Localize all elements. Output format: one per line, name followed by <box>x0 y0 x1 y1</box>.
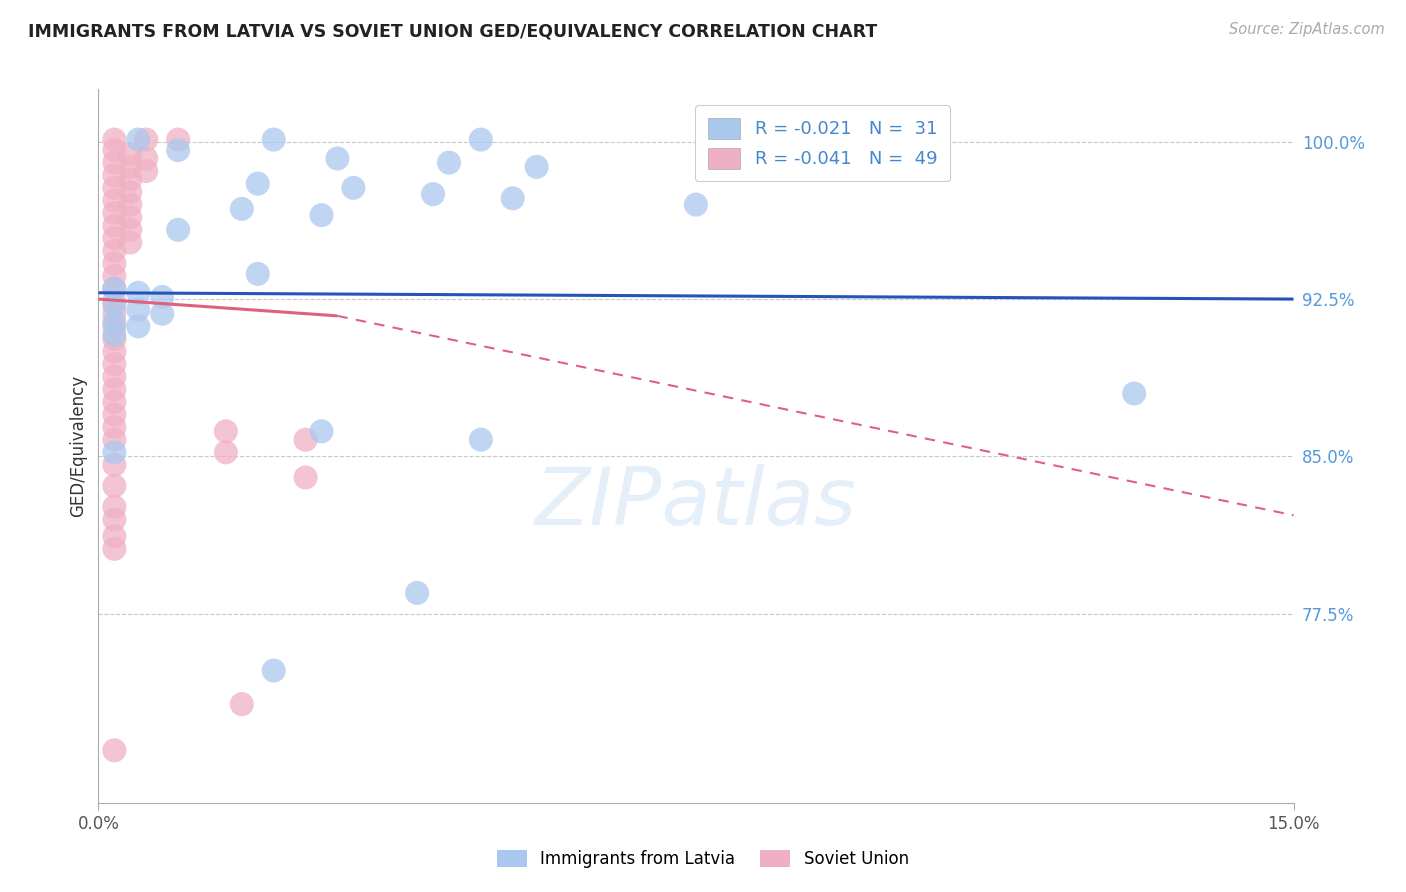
Point <box>103 369 125 384</box>
Point <box>103 433 125 447</box>
Point <box>103 327 125 342</box>
Point <box>150 307 173 321</box>
Point <box>120 211 142 225</box>
Point <box>135 152 157 166</box>
Point <box>167 223 190 237</box>
Point <box>103 395 125 409</box>
Point <box>103 282 125 296</box>
Point <box>120 223 142 237</box>
Point <box>103 357 125 371</box>
Point <box>103 319 125 334</box>
Point <box>127 302 149 317</box>
Point <box>231 202 253 216</box>
Point <box>103 458 125 472</box>
Point <box>103 408 125 422</box>
Point <box>103 500 125 514</box>
Point <box>294 470 316 484</box>
Point <box>103 479 125 493</box>
Point <box>263 132 285 146</box>
Point <box>103 445 125 459</box>
Point <box>103 307 125 321</box>
Point <box>103 294 125 309</box>
Point <box>103 332 125 346</box>
Point <box>103 268 125 283</box>
Point <box>311 425 333 439</box>
Point <box>294 433 316 447</box>
Point <box>103 420 125 434</box>
Point <box>103 512 125 526</box>
Point <box>1123 386 1146 401</box>
Point <box>502 191 524 205</box>
Point <box>326 152 349 166</box>
Point <box>103 382 125 396</box>
Point <box>127 285 149 300</box>
Legend: R = -0.021   N =  31, R = -0.041   N =  49: R = -0.021 N = 31, R = -0.041 N = 49 <box>695 105 950 181</box>
Point <box>526 160 548 174</box>
Point <box>685 197 707 211</box>
Point <box>135 132 157 146</box>
Point <box>103 244 125 258</box>
Point <box>406 586 429 600</box>
Point <box>263 664 285 678</box>
Point <box>120 147 142 161</box>
Text: IMMIGRANTS FROM LATVIA VS SOVIET UNION GED/EQUIVALENCY CORRELATION CHART: IMMIGRANTS FROM LATVIA VS SOVIET UNION G… <box>28 22 877 40</box>
Point <box>120 235 142 250</box>
Point <box>120 160 142 174</box>
Point <box>103 132 125 146</box>
Point <box>103 168 125 182</box>
Point <box>422 187 444 202</box>
Point <box>246 267 269 281</box>
Point <box>120 172 142 186</box>
Point <box>150 290 173 304</box>
Point <box>103 206 125 220</box>
Point <box>120 197 142 211</box>
Point <box>342 181 364 195</box>
Point <box>103 231 125 245</box>
Point <box>127 132 149 146</box>
Point <box>127 319 149 334</box>
Point <box>167 143 190 157</box>
Point <box>470 132 492 146</box>
Point <box>103 282 125 296</box>
Point <box>135 164 157 178</box>
Point <box>103 315 125 329</box>
Point <box>103 194 125 208</box>
Point <box>103 298 125 312</box>
Point <box>215 445 238 459</box>
Legend: Immigrants from Latvia, Soviet Union: Immigrants from Latvia, Soviet Union <box>491 843 915 875</box>
Point <box>103 344 125 359</box>
Point <box>437 155 460 169</box>
Text: ZIPatlas: ZIPatlas <box>534 464 858 542</box>
Point <box>246 177 269 191</box>
Point <box>215 425 238 439</box>
Point <box>103 541 125 556</box>
Point <box>311 208 333 222</box>
Point <box>231 697 253 711</box>
Point <box>103 529 125 543</box>
Point <box>103 155 125 169</box>
Y-axis label: GED/Equivalency: GED/Equivalency <box>69 375 87 517</box>
Point <box>103 181 125 195</box>
Point <box>167 132 190 146</box>
Point <box>470 433 492 447</box>
Point <box>103 743 125 757</box>
Point <box>103 256 125 270</box>
Text: Source: ZipAtlas.com: Source: ZipAtlas.com <box>1229 22 1385 37</box>
Point <box>120 185 142 199</box>
Point <box>103 143 125 157</box>
Point <box>103 219 125 233</box>
